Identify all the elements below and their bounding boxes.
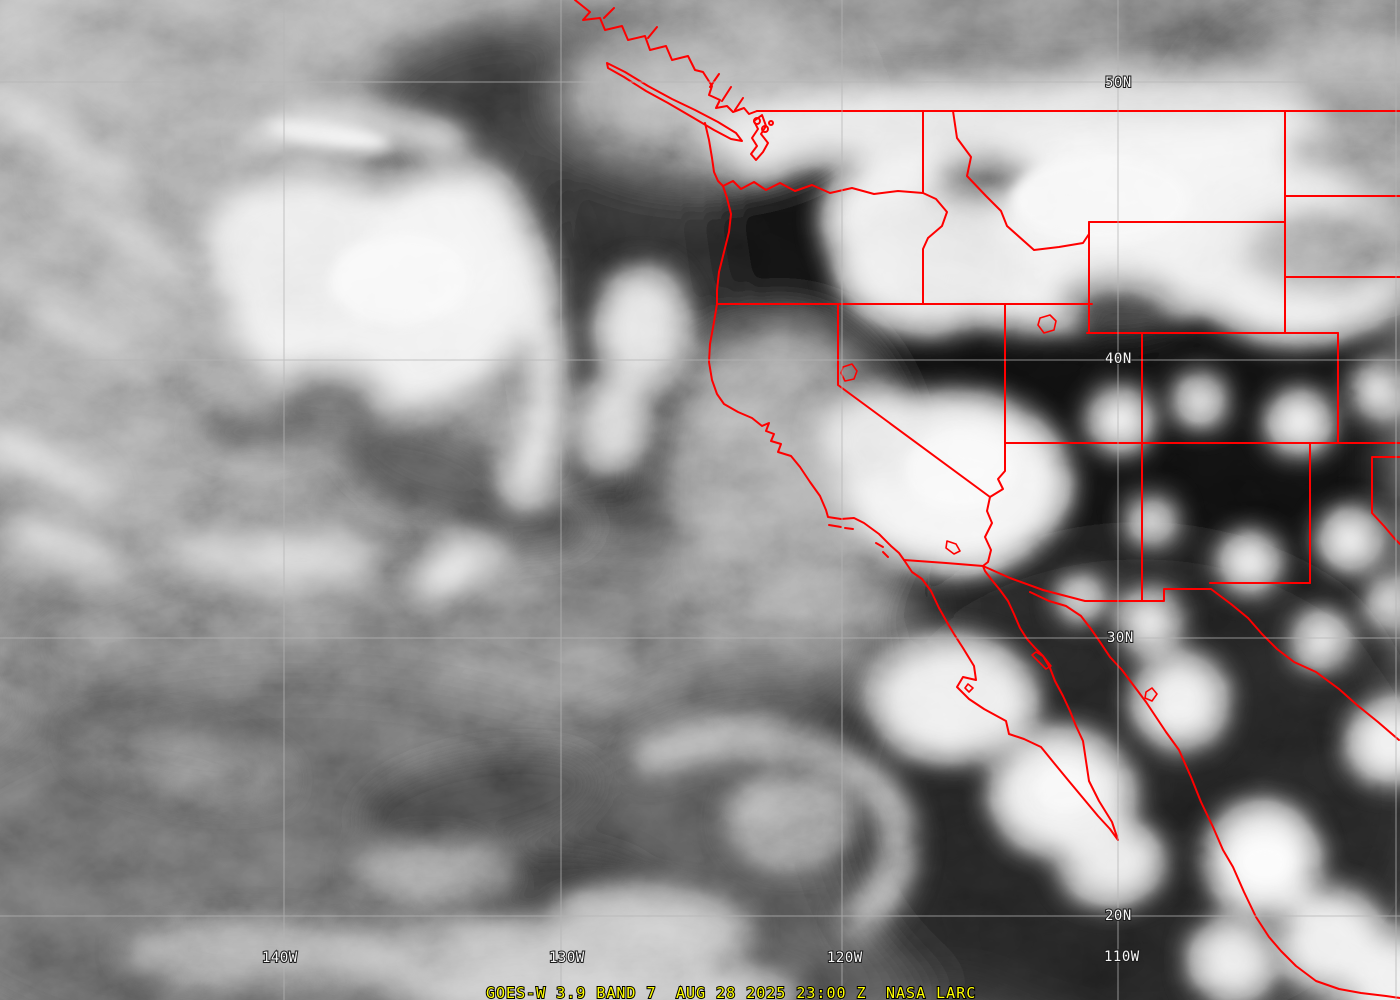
lat-label-40n: 40N bbox=[1105, 351, 1132, 367]
border-wa-or-columbia-river bbox=[722, 180, 924, 195]
lake-salton-sea bbox=[945, 540, 961, 555]
lat-label-50n: 50N bbox=[1105, 75, 1132, 91]
border-ca-nv bbox=[837, 303, 991, 498]
map-border-overlay bbox=[574, 0, 1400, 999]
lat-label-20n: 20N bbox=[1105, 908, 1132, 924]
coastline-vancouver-island bbox=[606, 62, 743, 142]
island-cedros bbox=[964, 683, 974, 693]
island-san-juan bbox=[753, 117, 761, 125]
caption-credit: NASA LARC bbox=[886, 984, 976, 1000]
border-100w-ok-tx bbox=[1371, 456, 1400, 545]
coastline-bc-fjord-inlets bbox=[603, 7, 744, 111]
caption-product: GOES-W 3.9 BAND 7 bbox=[486, 984, 657, 1000]
lake-great-salt bbox=[1037, 314, 1057, 334]
border-or-id-snake-river bbox=[922, 192, 948, 305]
border-nv-az bbox=[989, 442, 1006, 498]
border-us-mexico bbox=[903, 559, 1400, 741]
coastline-baja-west bbox=[903, 559, 1119, 841]
island-tiburon bbox=[1144, 687, 1158, 702]
lake-tahoe bbox=[840, 363, 858, 382]
coastline-oregon-california bbox=[708, 185, 905, 561]
island-channel-islands bbox=[828, 524, 889, 558]
grid-labels: 50N 40N 30N 20N 140W 130W 120W 110W bbox=[261, 74, 1140, 967]
lon-label-110w: 110W bbox=[1104, 949, 1140, 965]
island-san-juan bbox=[768, 120, 774, 126]
lon-label-130w: 130W bbox=[549, 950, 585, 966]
island-san-juan bbox=[761, 125, 769, 133]
coastline-washington bbox=[704, 122, 724, 187]
lat-label-30n: 30N bbox=[1107, 630, 1134, 646]
caption-datetime: AUG 28 2025 23:00 Z bbox=[676, 984, 867, 1000]
coastline-baja-gulf bbox=[982, 565, 1119, 841]
coastline-puget-sound bbox=[750, 114, 769, 161]
coastline-mexico-mainland bbox=[1029, 591, 1400, 999]
border-ca-az-colorado-river bbox=[982, 496, 993, 567]
island-angel-de-la-guarda bbox=[1031, 651, 1052, 670]
lon-label-140w: 140W bbox=[262, 950, 298, 966]
border-id-mt bbox=[952, 110, 1090, 251]
coastline-british-columbia bbox=[574, 0, 758, 115]
image-caption: GOES-W 3.9 BAND 7 AUG 28 2025 23:00 Z NA… bbox=[485, 983, 976, 1000]
lon-label-120w: 120W bbox=[827, 950, 863, 966]
